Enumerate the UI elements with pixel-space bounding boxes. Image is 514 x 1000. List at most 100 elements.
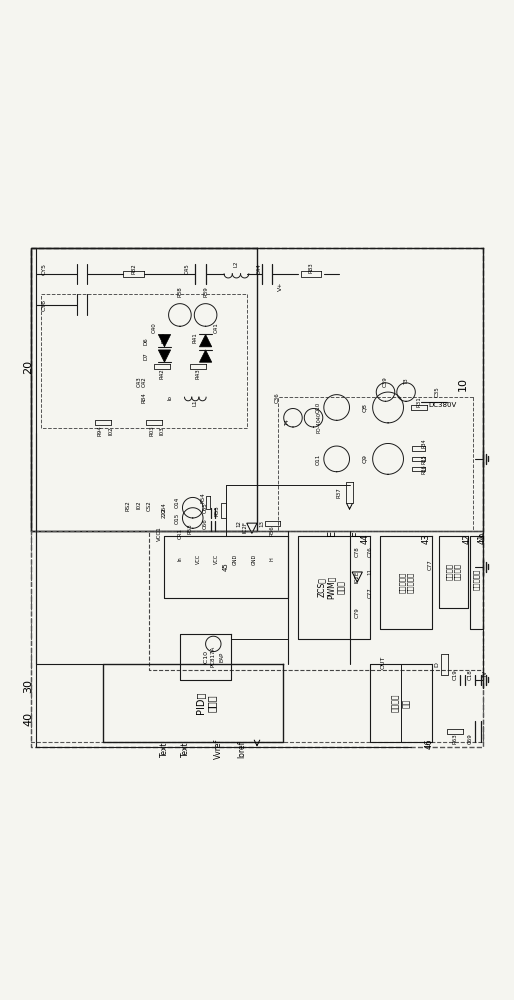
Text: 12: 12 [236,520,242,527]
Text: T3: T3 [403,378,409,385]
Text: DC380V: DC380V [428,402,456,408]
Text: In: In [177,557,182,561]
Text: R37: R37 [337,487,342,498]
Polygon shape [199,334,212,347]
Text: 20: 20 [23,360,33,374]
Text: VCC1: VCC1 [157,526,162,541]
Text: R38: R38 [177,286,182,297]
Text: 30: 30 [23,679,33,693]
Text: Ioref: Ioref [237,741,246,758]
Text: 42: 42 [462,533,471,544]
Text: C78: C78 [355,546,360,557]
Text: 三角波发生
器触发电路: 三角波发生 器触发电路 [399,572,413,593]
Text: C76: C76 [368,546,373,557]
Text: R94: R94 [98,425,103,436]
Text: R31: R31 [416,396,421,407]
Text: 死区时间
调整电路: 死区时间 调整电路 [447,563,461,580]
Text: R42: R42 [159,369,164,379]
Text: C18: C18 [468,669,473,680]
Text: R36: R36 [421,464,427,474]
Text: H: H [270,557,275,561]
Text: RS2: RS2 [126,500,131,511]
Polygon shape [199,350,212,362]
Text: R41: R41 [193,333,198,343]
Text: OUT: OUT [380,655,386,669]
Text: CS2: CS2 [146,500,152,511]
Text: VCC: VCC [196,554,201,564]
Text: PC817A: PC817A [211,646,216,667]
Text: O10: O10 [316,402,321,413]
Text: I03: I03 [159,426,164,435]
Text: D: D [434,662,439,667]
Text: CY6: CY6 [41,299,46,311]
Text: R03: R03 [149,425,154,436]
Text: Vvref: Vvref [214,739,223,759]
Text: L2: L2 [234,260,239,267]
Text: F: F [352,531,362,536]
Text: C43: C43 [136,376,141,387]
Text: C42: C42 [141,376,146,387]
Text: EAP: EAP [219,652,225,662]
Text: VA: VA [480,531,486,540]
Text: C44: C44 [257,263,262,274]
Text: R56: R56 [270,525,275,536]
Text: 三相波发
生器: 三相波发 生器 [391,694,411,712]
Text: 13: 13 [260,520,265,527]
Text: TV: TV [483,671,488,678]
Text: 40: 40 [23,712,33,726]
Text: 44: 44 [360,533,370,544]
Text: PID调
节电路: PID调 节电路 [195,692,216,714]
Text: 11: 11 [368,568,373,575]
Text: C79: C79 [355,608,360,618]
Text: C69: C69 [468,734,473,744]
Text: L1: L1 [193,399,198,406]
Text: IC2F: IC2F [242,521,247,533]
Text: O11: O11 [316,453,321,465]
Text: 46: 46 [425,739,434,749]
Text: Q9: Q9 [362,454,368,463]
Text: C35: C35 [434,387,439,397]
Text: R63: R63 [452,734,457,744]
Text: O15: O15 [175,512,180,524]
Polygon shape [158,350,171,362]
Text: R84: R84 [141,392,146,403]
Text: R54: R54 [200,492,206,503]
Text: R35: R35 [421,454,427,464]
Text: C64: C64 [162,502,167,513]
Text: GND: GND [233,553,238,565]
Text: 45: 45 [223,562,229,571]
Text: Text: Text [180,742,190,757]
Text: R82: R82 [131,263,136,274]
Text: E: E [326,530,337,536]
Text: R40: R40 [162,333,167,343]
Text: R34: R34 [421,439,427,448]
Text: C45: C45 [185,263,190,274]
Text: C19: C19 [452,669,457,680]
Text: GND: GND [251,553,256,565]
Text: R83: R83 [308,262,314,273]
Polygon shape [158,334,171,347]
Text: C39: C39 [383,376,388,387]
Text: D6: D6 [144,337,149,345]
Text: IC2E: IC2E [355,571,360,583]
Text: C41: C41 [213,322,218,333]
Text: C77: C77 [368,587,373,598]
Text: R55: R55 [214,505,219,516]
Text: Text: Text [160,742,169,757]
Text: I02: I02 [108,426,113,435]
Text: 222: 222 [162,508,167,518]
Text: Q8: Q8 [362,403,368,412]
Text: IC10: IC10 [203,650,208,664]
Text: CR1: CR1 [177,528,182,539]
Text: ZCS及
PWM调
整电路: ZCS及 PWM调 整电路 [317,576,346,599]
Text: C36: C36 [275,392,280,403]
Text: D7: D7 [144,352,149,360]
Text: PO-4040: PO-4040 [316,412,321,433]
Text: C77: C77 [428,559,433,570]
Text: 41: 41 [478,533,487,544]
Text: R53: R53 [188,523,193,534]
Text: O14: O14 [175,497,180,508]
Text: I02: I02 [136,501,141,509]
Text: VCC: VCC [214,554,219,564]
Text: C40: C40 [152,322,157,333]
